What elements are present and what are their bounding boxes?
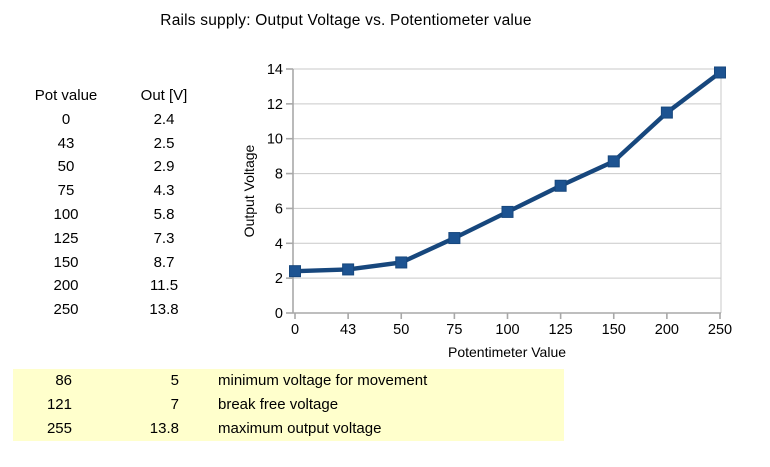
pot-voltage-table: Pot value Out [V] 0 2.4 43 2.5 50 2.9 75 4.3 100 5.… <box>0 84 196 322</box>
data-point-marker <box>660 106 673 119</box>
data-point-marker <box>554 179 567 192</box>
pot-value-cell: 50 <box>57 158 75 176</box>
table-row: 125 7.3 <box>0 227 196 251</box>
note-voltage: 13.8 <box>149 420 179 437</box>
pot-value-cell: 0 <box>61 110 71 128</box>
note-row: 255 13.8 maximum output voltage <box>13 417 564 441</box>
y-tick-label: 2 <box>275 271 283 287</box>
table-row: 75 4.3 <box>0 179 196 203</box>
pot-value-header: Pot value <box>34 87 98 104</box>
pot-value-cell: 150 <box>53 253 79 271</box>
out-voltage-cell: 4.3 <box>153 182 175 200</box>
note-pot-value: 255 <box>46 420 72 437</box>
data-point-marker <box>289 265 301 278</box>
out-header: Out [V] <box>140 87 188 104</box>
y-tick-label: 8 <box>275 167 283 183</box>
table-row: 200 11.5 <box>0 274 196 298</box>
out-voltage-cell: 2.5 <box>153 134 175 152</box>
note-row: 86 5 minimum voltage for movement <box>13 369 564 393</box>
notes-block: 86 5 minimum voltage for movement 121 7 break… <box>13 369 564 441</box>
note-pot-value: 121 <box>46 396 72 413</box>
chart-main-title: Rails supply: Output Voltage vs. Potenti… <box>160 12 532 29</box>
pot-value-cell: 200 <box>53 277 79 295</box>
note-row: 121 7 break free voltage <box>13 393 564 417</box>
x-tick-label: 50 <box>393 322 409 338</box>
out-voltage-cell: 2.4 <box>153 110 175 128</box>
y-tick-label: 4 <box>275 236 283 252</box>
data-point-marker <box>501 205 514 218</box>
x-axis-title: Potentimeter Value <box>447 344 567 360</box>
x-tick-label: 150 <box>602 322 626 338</box>
out-voltage-cell: 5.8 <box>153 205 175 223</box>
pot-value-cell: 43 <box>57 134 75 152</box>
pot-value-cell: 250 <box>53 301 79 319</box>
table-row: 43 2.5 <box>0 132 196 156</box>
data-point-marker <box>448 232 461 245</box>
table-row: 100 5.8 <box>0 203 196 227</box>
y-tick-label: 12 <box>267 97 283 113</box>
x-tick-label: 100 <box>495 322 519 338</box>
table-row: 50 2.9 <box>0 155 196 179</box>
data-point-marker <box>714 66 726 79</box>
table-header-row: Pot value Out [V] <box>0 84 196 108</box>
note-voltage: 7 <box>170 396 179 413</box>
table-row: 250 13.8 <box>0 298 196 322</box>
out-voltage-cell: 2.9 <box>153 158 175 176</box>
series-line <box>294 70 722 274</box>
note-voltage: 5 <box>170 372 179 389</box>
x-tick-label: 43 <box>340 322 356 338</box>
data-point-marker <box>342 263 355 276</box>
data-point-marker <box>395 256 408 269</box>
out-voltage-cell: 8.7 <box>153 253 175 271</box>
x-tick-label: 200 <box>655 322 679 338</box>
x-tick-label: 75 <box>446 322 462 338</box>
table-row: 0 2.4 <box>0 108 196 132</box>
data-point-marker <box>607 155 620 168</box>
pot-value-cell: 100 <box>53 205 79 223</box>
note-pot-value: 86 <box>55 372 72 389</box>
x-tick-label: 0 <box>291 322 299 338</box>
table-row: 150 8.7 <box>0 251 196 275</box>
pot-value-cell: 125 <box>53 229 79 247</box>
x-tick-label: 250 <box>708 322 732 338</box>
y-axis-title: Output Voltage <box>241 144 257 238</box>
note-label: maximum output voltage <box>218 420 382 437</box>
y-tick-label: 10 <box>267 132 283 148</box>
x-tick-label: 125 <box>549 322 573 338</box>
y-tick-label: 0 <box>275 306 283 322</box>
pot-value-cell: 75 <box>57 182 75 200</box>
note-label: break free voltage <box>218 396 339 413</box>
y-tick-label: 6 <box>275 201 283 217</box>
out-voltage-cell: 13.8 <box>149 301 179 319</box>
out-voltage-cell: 7.3 <box>153 229 175 247</box>
out-voltage-cell: 11.5 <box>149 277 179 295</box>
y-tick-label: 14 <box>267 62 283 78</box>
note-label: minimum voltage for movement <box>218 372 428 389</box>
